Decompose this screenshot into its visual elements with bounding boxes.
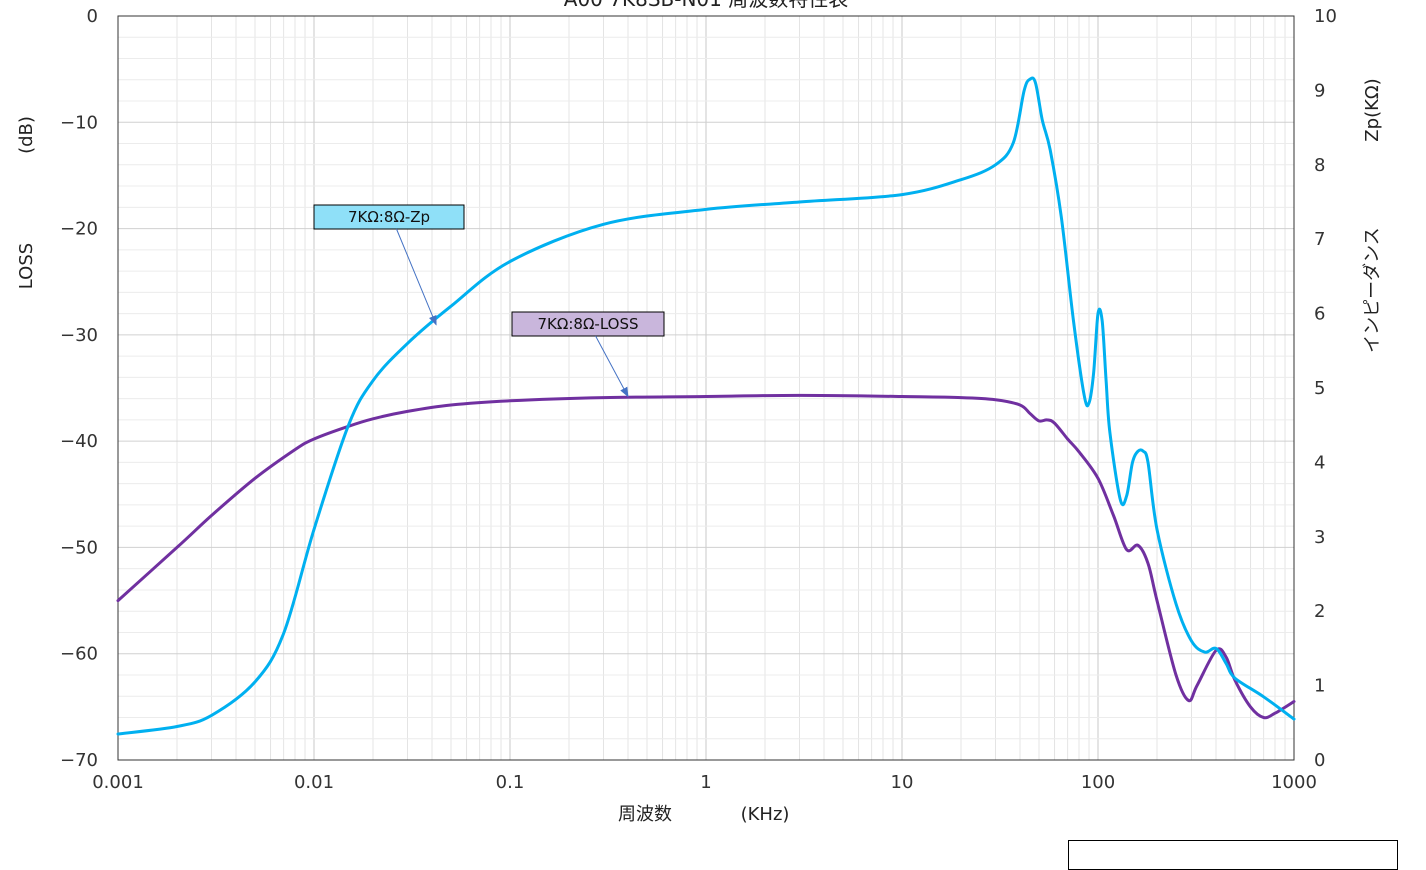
y-right-tick-label: 4 [1314, 452, 1325, 473]
series-loss-line [116, 393, 1296, 720]
x-tick-label: 10 [891, 772, 914, 793]
chart-title: A00 7K8SB-N01 周波数特性表 [564, 0, 848, 11]
y-right-tick-label: 8 [1314, 155, 1325, 176]
x-tick-label: 100 [1081, 772, 1115, 793]
y-right-tick-label: 10 [1314, 6, 1337, 27]
callout-zp-label: 7KΩ:8Ω-Zp [348, 208, 430, 226]
y-left-tick-label: 0 [87, 6, 98, 27]
y-right-tick-label: 9 [1314, 80, 1325, 101]
x-tick-label: 1 [700, 772, 711, 793]
notes-box [1068, 840, 1398, 870]
x-axis-label: 周波数 [618, 804, 672, 825]
plot-frame [117, 15, 1295, 761]
x-axis-unit: (KHz) [741, 804, 790, 825]
y-right-tick-label: 5 [1314, 378, 1325, 399]
y-right-tick-label: 6 [1314, 304, 1325, 325]
y-right-tick-label: 0 [1314, 750, 1325, 771]
y-right-tick-label: 7 [1314, 229, 1325, 250]
y-right-tick-label: 1 [1314, 676, 1325, 697]
grid [117, 15, 1294, 761]
x-tick-label: 0.1 [496, 772, 525, 793]
y-axis-right-label: インピーダンス [1362, 227, 1383, 353]
callout-loss: 7KΩ:8Ω-LOSS [511, 311, 665, 398]
x-tick-label: 0.01 [294, 772, 334, 793]
callout-zp: 7KΩ:8Ω-Zp [313, 204, 465, 326]
y-left-tick-label: −20 [60, 219, 98, 240]
y-right-tick-label: 3 [1314, 527, 1325, 548]
y-left-tick-label: −40 [60, 431, 98, 452]
callout-loss-arrow [595, 335, 629, 398]
x-tick-label: 1000 [1271, 772, 1317, 793]
y-left-tick-label: −30 [60, 325, 98, 346]
callout-zp-box [313, 204, 465, 230]
y-left-tick-label: −60 [60, 644, 98, 665]
callout-loss-box [511, 311, 665, 337]
y-left-tick-label: −10 [60, 112, 98, 133]
x-tick-label: 0.001 [92, 772, 144, 793]
callout-loss-label: 7KΩ:8Ω-LOSS [538, 315, 639, 333]
series-zp-line [116, 76, 1296, 736]
callout-zp-arrow [396, 228, 437, 326]
series-layer [116, 76, 1296, 736]
y-axis-left-label: LOSS [16, 243, 37, 289]
tick-labels: 0.001 0.01 0.1 1 10 100 10000−10−20−30−40−50−6… [60, 6, 1337, 793]
y-right-tick-label: 2 [1314, 601, 1325, 622]
y-axis-left-unit: (dB) [16, 116, 37, 154]
y-left-tick-label: −50 [60, 537, 98, 558]
y-axis-right-unit: Zp(KΩ) [1362, 78, 1383, 141]
y-left-tick-label: −70 [60, 750, 98, 771]
